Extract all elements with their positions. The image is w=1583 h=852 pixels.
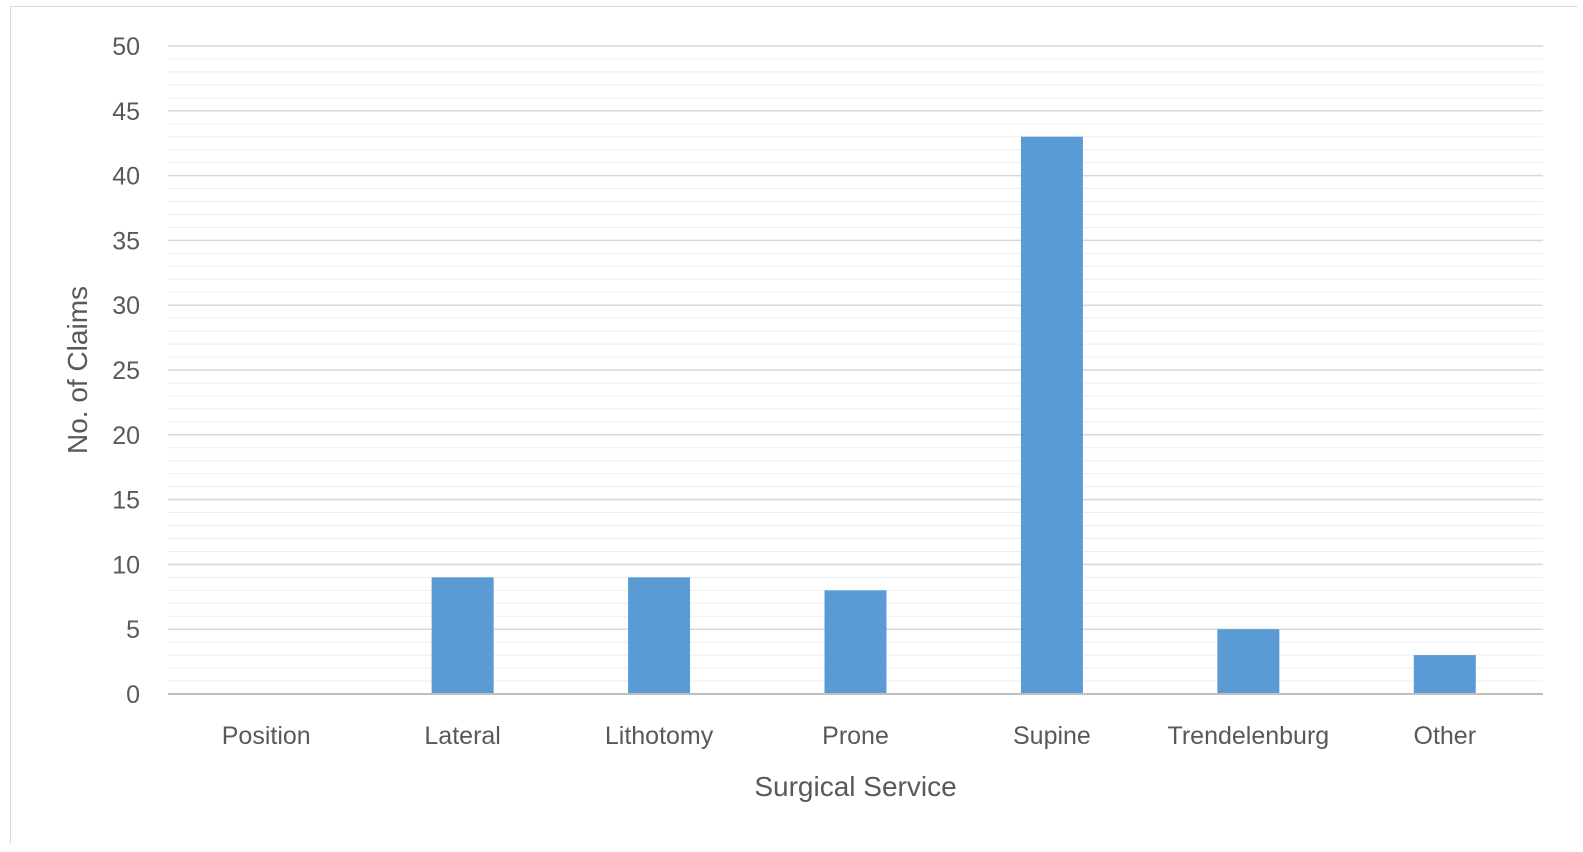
y-tick-label: 25 — [112, 357, 140, 385]
y-tick-label: 5 — [126, 616, 140, 644]
x-tick-label: Other — [1414, 722, 1477, 750]
bar-lithotomy — [628, 577, 691, 694]
y-tick-label: 15 — [112, 487, 140, 515]
x-axis-tick-labels: Position Lateral Lithotomy Prone Supine Trend… — [222, 722, 1476, 750]
chart-frame — [10, 6, 1578, 844]
y-tick-label: 35 — [112, 227, 140, 255]
y-tick-label: 10 — [112, 551, 140, 579]
y-tick-label: 20 — [112, 422, 140, 450]
bar-other — [1413, 655, 1476, 694]
y-tick-label: 45 — [112, 98, 140, 126]
x-tick-label: Position — [222, 722, 311, 750]
bars — [431, 136, 1476, 695]
x-tick-label: Trendelenburg — [1168, 722, 1330, 750]
x-tick-label: Lithotomy — [605, 722, 714, 750]
bar-trendelenburg — [1217, 629, 1280, 694]
major-gridlines — [168, 45, 1543, 630]
bar-supine — [1020, 136, 1083, 695]
x-tick-label: Lateral — [424, 722, 500, 750]
y-tick-label: 0 — [126, 681, 140, 709]
x-axis-title: Surgical Service — [754, 771, 956, 802]
y-axis-title: No. of Claims — [62, 286, 93, 454]
x-tick-label: Supine — [1013, 722, 1091, 750]
y-tick-label: 50 — [112, 33, 140, 61]
bar-prone — [824, 590, 887, 694]
y-axis-tick-labels: 0 5 10 15 20 25 30 35 40 45 50 — [112, 33, 140, 709]
y-tick-label: 40 — [112, 163, 140, 191]
x-tick-label: Prone — [822, 722, 889, 750]
y-tick-label: 30 — [112, 292, 140, 320]
bar-lateral — [431, 577, 494, 694]
